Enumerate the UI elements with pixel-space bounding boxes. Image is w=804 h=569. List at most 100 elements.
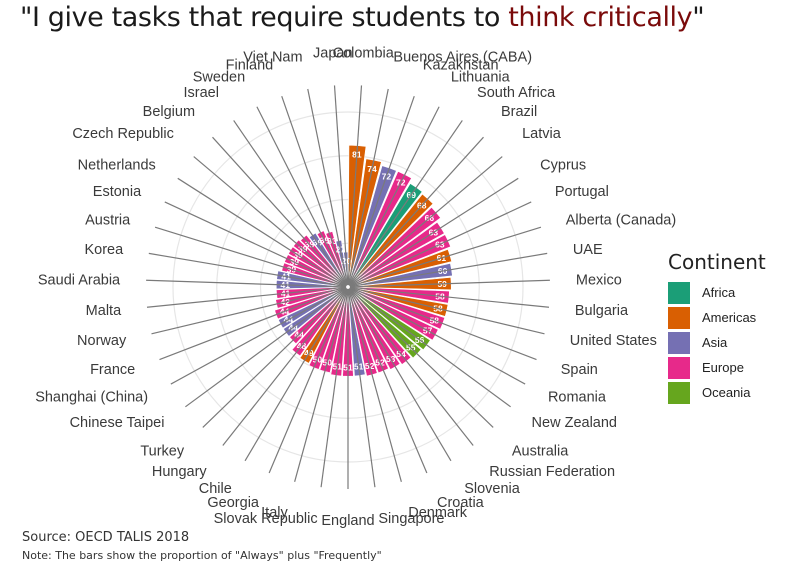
leader-line-6 — [349, 156, 503, 287]
leader-line-30 — [185, 287, 347, 408]
country-label-14: Spain — [561, 362, 598, 378]
legend-label: Africa — [702, 285, 736, 300]
leader-line-22 — [347, 288, 376, 488]
leader-line-44 — [281, 95, 348, 286]
country-label-3: Lithuania — [451, 70, 511, 86]
source-note: Source: OECD TALIS 2018 — [22, 530, 190, 545]
leader-line-5 — [348, 136, 484, 286]
country-label-layer: Colombia Buenos Aires (CABA)KazakhstanLit… — [35, 46, 676, 529]
leader-line-15 — [349, 287, 526, 385]
country-label-35: Saudi Arabia — [38, 272, 121, 288]
country-label-19: Slovenia — [464, 481, 521, 497]
legend: Continent Africa Americas Asia Europe Oceani… — [668, 250, 766, 405]
leader-line-3 — [348, 106, 440, 286]
country-label-17: Australia — [512, 444, 569, 460]
legend-item-oceania: Oceania — [668, 380, 766, 405]
leader-line-41 — [212, 136, 348, 286]
title-prefix: "I give tasks that require students to — [20, 2, 509, 33]
leader-line-19 — [348, 288, 452, 462]
country-label-2: Kazakhstan — [423, 58, 499, 74]
country-label-13: United States — [570, 333, 657, 349]
legend-item-asia: Asia — [668, 330, 766, 355]
country-label-12: Bulgaria — [575, 303, 629, 319]
country-label-20: Croatia — [437, 495, 485, 511]
country-label-32: France — [90, 362, 135, 378]
legend-label: Oceania — [702, 385, 751, 400]
title-highlight: think critically — [508, 2, 693, 33]
legend-item-europe: Europe — [668, 355, 766, 380]
leader-line-11 — [349, 279, 550, 288]
country-label-18: Russian Federation — [489, 464, 615, 480]
footnote: Note: The bars show the proportion of "A… — [22, 549, 382, 562]
legend-swatch — [668, 281, 690, 304]
country-label-31: Shanghai (China) — [35, 390, 148, 406]
leader-line-7 — [349, 177, 519, 287]
country-label-24: Slovak Republic — [214, 511, 318, 527]
country-label-44: Finland — [226, 58, 274, 74]
legend-label: Americas — [702, 310, 757, 325]
leader-line-18 — [348, 288, 474, 446]
leader-line-29 — [202, 287, 347, 428]
country-label-21: Denmark — [408, 505, 468, 521]
leader-line-43 — [256, 106, 348, 286]
leader-line-0 — [347, 85, 363, 286]
country-label-33: Norway — [77, 333, 127, 349]
leader-line-8 — [349, 201, 532, 287]
country-label-30: Chinese Taipei — [70, 415, 165, 431]
country-label-11: Mexico — [576, 272, 622, 288]
leader-line-1 — [347, 88, 389, 286]
country-label-39: Netherlands — [78, 157, 156, 173]
country-label-4: South Africa — [477, 85, 556, 101]
leader-line-35 — [146, 279, 347, 288]
leader-line-20 — [348, 288, 428, 474]
country-label-7: Cyprus — [540, 157, 586, 173]
leader-line-10 — [349, 252, 548, 288]
country-label-6: Latvia — [522, 126, 562, 142]
leader-line-24 — [320, 288, 349, 488]
leader-line-39 — [177, 177, 347, 287]
country-label-45: Viet Nam — [243, 50, 302, 66]
leader-line-13 — [349, 286, 545, 335]
leader-line-9 — [349, 226, 542, 287]
leader-line-32 — [159, 287, 347, 361]
legend-swatch — [668, 331, 690, 354]
leader-line-42 — [233, 120, 348, 286]
country-label-8: Portugal — [555, 184, 609, 200]
legend-label: Europe — [702, 360, 744, 375]
leader-line-27 — [244, 288, 348, 462]
leader-line-38 — [164, 201, 347, 287]
country-label-43: Sweden — [193, 70, 245, 86]
legend-item-americas: Americas — [668, 305, 766, 330]
leader-line-40 — [193, 156, 347, 287]
country-label-41: Belgium — [143, 104, 195, 120]
country-label-0: Colombia — [333, 46, 395, 62]
country-label-1: Buenos Aires (CABA) — [393, 50, 532, 66]
leader-line-21 — [347, 288, 402, 482]
leader-line-34 — [146, 286, 347, 308]
country-label-40: Czech Republic — [72, 126, 174, 142]
country-label-37: Austria — [85, 212, 131, 228]
legend-swatch — [668, 306, 690, 329]
leader-line-26 — [268, 288, 348, 474]
leader-line-14 — [349, 287, 537, 361]
country-label-9: Alberta (Canada) — [566, 212, 676, 228]
leader-line-12 — [349, 286, 550, 308]
legend-title: Continent — [668, 250, 766, 274]
country-label-36: Korea — [84, 242, 124, 258]
title-suffix: " — [692, 2, 705, 33]
country-label-46: Japan — [313, 46, 353, 62]
country-label-38: Estonia — [93, 184, 142, 200]
legend-label: Asia — [702, 335, 728, 350]
country-label-26: Georgia — [207, 495, 260, 511]
country-label-27: Chile — [199, 481, 232, 497]
leader-line-33 — [151, 286, 347, 335]
leader-line-17 — [349, 287, 494, 428]
leader-line-16 — [349, 287, 511, 408]
country-label-15: Romania — [548, 390, 607, 406]
legend-swatch — [668, 356, 690, 379]
country-label-34: Malta — [86, 303, 122, 319]
leader-line-25 — [294, 288, 349, 482]
country-label-29: Turkey — [140, 444, 185, 460]
country-label-28: Hungary — [152, 464, 208, 480]
country-label-10: UAE — [573, 242, 603, 258]
